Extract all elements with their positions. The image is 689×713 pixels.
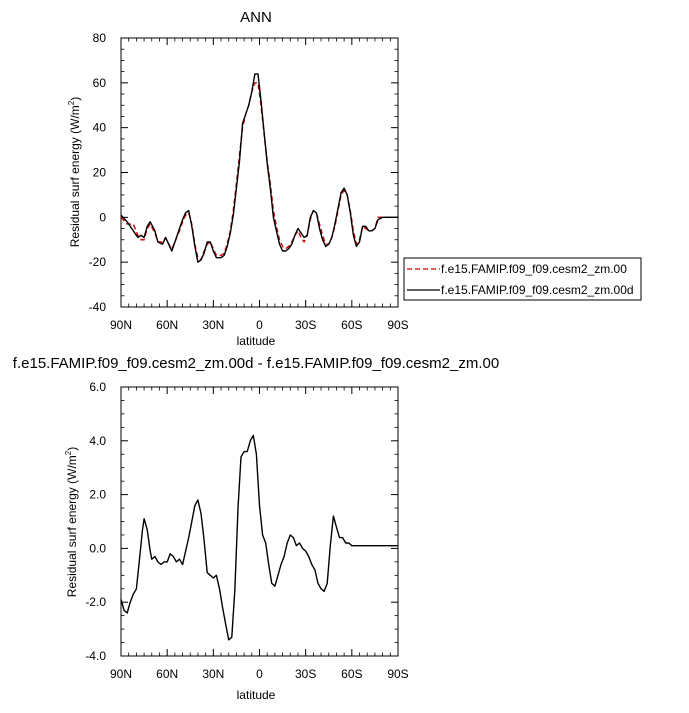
- bottom-y-tick-label-2-0: 2.0: [89, 488, 106, 502]
- bottom-x-tick-label-30s: 30S: [295, 667, 316, 681]
- top-y-tick-label-0: 0: [99, 210, 106, 224]
- top-y-tick-label-60: 60: [93, 76, 107, 90]
- top-series: [120, 73, 398, 263]
- bottom-y-tick-label-4-0: 4.0: [89, 434, 106, 448]
- bottom-x-tick-label-90s: 90S: [387, 667, 408, 681]
- bottom-y-tick-labels: 6.0 4.0 2.0 0.0 -2.0 -4.0: [85, 380, 106, 663]
- bottom-ticks: [120, 386, 399, 657]
- bottom-series: [120, 434, 398, 641]
- top-series-line-f-e15-famip-f09-f09-cesm2-zm-00: [120, 82, 398, 261]
- top-x-tick-label-30s: 30S: [295, 318, 316, 332]
- top-x-tick-label-90s: 90S: [387, 318, 408, 332]
- bottom-chart-title: f.e15.FAMIP.f09_f09.cesm2_zm.00d - f.e15…: [13, 355, 499, 372]
- top-chart-title: ANN: [240, 9, 272, 26]
- top-x-tick-label-30n: 30N: [202, 318, 224, 332]
- top-y-tick-labels: 80 60 40 20 0 -20 -40: [89, 31, 107, 314]
- top-y-axis-label: Residual surf energy (W/m2): [67, 97, 82, 248]
- bottom-series-line-difference: [120, 434, 398, 641]
- legend-label-cesm2-zm-00: f.e15.FAMIP.f09_f09.cesm2_zm.00: [441, 262, 627, 276]
- top-y-tick-label-40: -40: [89, 300, 107, 314]
- top-x-tick-label-0: 0: [256, 318, 263, 332]
- legend-frame: [403, 257, 642, 301]
- bottom-x-tick-label-90n: 90N: [110, 667, 132, 681]
- bottom-y-tick-label-2-0: -2.0: [85, 595, 106, 609]
- bottom-y-tick-label-6-0: 6.0: [89, 380, 106, 394]
- bottom-y-tick-label-0-0: 0.0: [89, 541, 106, 555]
- bottom-y-axis-label: Residual surf energy (W/m2): [64, 447, 79, 598]
- top-y-tick-label-80: 80: [93, 31, 107, 45]
- top-y-tick-label-20: 20: [93, 166, 107, 180]
- top-x-tick-labels: 90N 60N 30N 0 30S 60S 90S: [110, 318, 409, 332]
- bottom-x-axis-label: latitude: [237, 688, 276, 702]
- bottom-plot-frame: [120, 386, 399, 657]
- top-y-tick-label-20: -20: [89, 255, 107, 269]
- top-series-line-f-e15-famip-f09-f09-cesm2-zm-00d: [120, 73, 398, 263]
- top-x-tick-label-60n: 60N: [156, 318, 178, 332]
- bottom-x-tick-label-60s: 60S: [341, 667, 362, 681]
- legend-label-cesm2-zm-00d: f.e15.FAMIP.f09_f09.cesm2_zm.00d: [441, 283, 634, 297]
- bottom-x-tick-labels: 90N 60N 30N 0 30S 60S 90S: [110, 667, 409, 681]
- top-x-axis-label: latitude: [237, 334, 276, 348]
- bottom-panel: f.e15.FAMIP.f09_f09.cesm2_zm.00d - f.e15…: [13, 355, 499, 702]
- bottom-x-tick-label-30n: 30N: [202, 667, 224, 681]
- bottom-y-tick-label-4-0: -4.0: [85, 649, 106, 663]
- top-y-tick-label-40: 40: [93, 121, 107, 135]
- legend: f.e15.FAMIP.f09_f09.cesm2_zm.00 f.e15.FA…: [403, 257, 642, 301]
- bottom-x-tick-label-60n: 60N: [156, 667, 178, 681]
- top-x-tick-label-90n: 90N: [110, 318, 132, 332]
- top-x-tick-label-60s: 60S: [341, 318, 362, 332]
- bottom-x-tick-label-0: 0: [256, 667, 263, 681]
- top-plot-frame: [120, 37, 399, 308]
- top-ticks: [120, 37, 399, 308]
